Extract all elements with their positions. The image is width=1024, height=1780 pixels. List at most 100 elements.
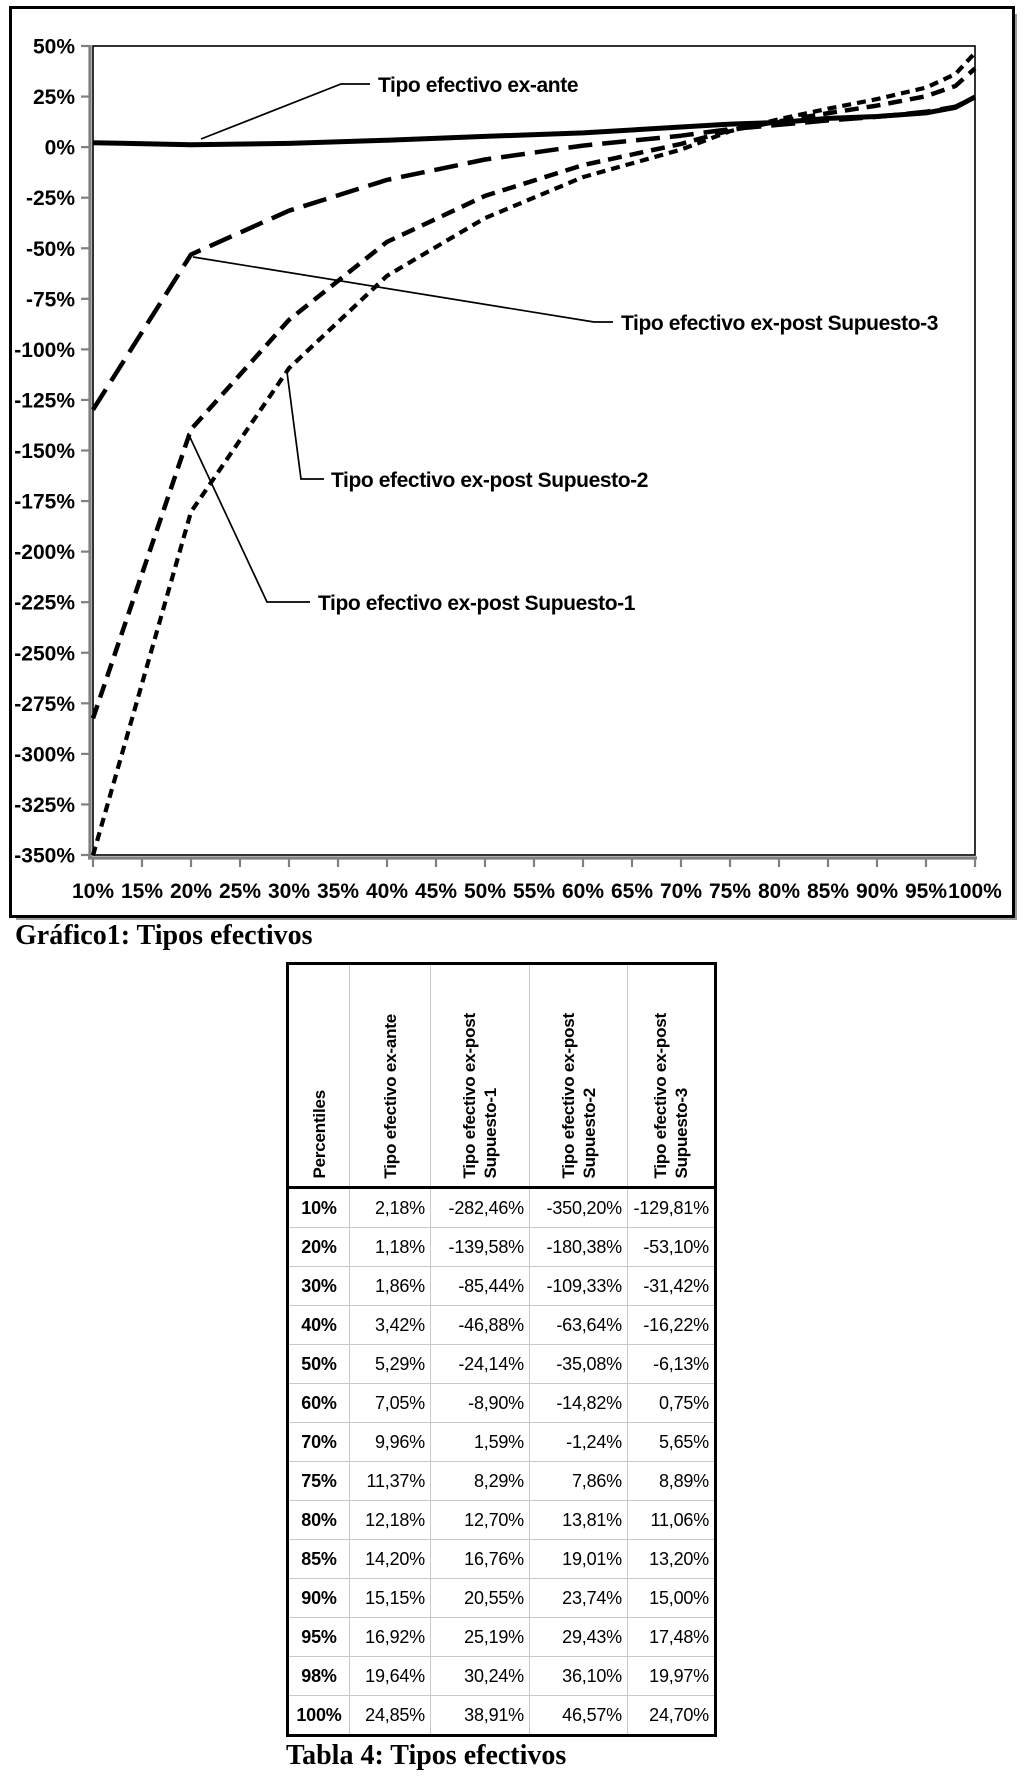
value-cell: -109,33%	[529, 1266, 628, 1306]
value-cell: -63,64%	[529, 1305, 628, 1345]
chart-caption: Gráfico1: Tipos efectivos	[15, 920, 313, 951]
table-row: 80% 12,18% 12,70% 13,81% 11,06%	[287, 1500, 716, 1540]
value-cell: 24,85%	[349, 1695, 431, 1736]
value-cell: 13,20%	[627, 1539, 716, 1579]
x-tick-label: 25%	[219, 880, 261, 903]
value-cell: -180,38%	[529, 1227, 628, 1267]
annotation-label: Tipo efectivo ex-post Supuesto-1	[318, 592, 636, 615]
x-tick-label: 10%	[72, 880, 114, 903]
y-tick-label: -275%	[14, 693, 75, 716]
y-tick-label: -125%	[14, 389, 75, 412]
value-cell: 24,70%	[627, 1695, 716, 1736]
table-row: 70% 9,96% 1,59% -1,24% 5,65%	[287, 1422, 716, 1462]
plot-border	[92, 45, 976, 856]
x-tick-label: 45%	[415, 880, 457, 903]
x-tick-label: 85%	[807, 880, 849, 903]
x-tick-label: 95%	[905, 880, 947, 903]
column-header-label: Tipo efectivo ex-post Supuesto-3	[651, 1013, 691, 1179]
percentile-cell: 75%	[287, 1461, 350, 1501]
value-cell: 19,97%	[627, 1656, 716, 1696]
y-tick-label: -100%	[14, 339, 75, 362]
value-cell: 38,91%	[430, 1695, 530, 1736]
value-cell: 9,96%	[349, 1422, 431, 1462]
value-cell: -8,90%	[430, 1383, 530, 1423]
percentile-cell: 100%	[287, 1695, 350, 1736]
table-row: 20% 1,18% -139,58% -180,38% -53,10%	[287, 1227, 716, 1267]
table-row: 98% 19,64% 30,24% 36,10% 19,97%	[287, 1656, 716, 1696]
y-tick-label: -25%	[26, 187, 75, 210]
value-cell: 0,75%	[627, 1383, 716, 1423]
value-cell: -129,81%	[627, 1187, 716, 1228]
table-header-row: Percentiles Tipo efectivo ex-ante Tipo efe…	[287, 963, 716, 1189]
value-cell: -85,44%	[430, 1266, 530, 1306]
value-cell: 30,24%	[430, 1656, 530, 1696]
value-cell: -16,22%	[627, 1305, 716, 1345]
x-tick-label: 80%	[758, 880, 800, 903]
table-row: 60% 7,05% -8,90% -14,82% 0,75%	[287, 1383, 716, 1423]
x-tick-label: 40%	[366, 880, 408, 903]
column-header-2: Tipo efectivo ex-post Supuesto-1	[430, 963, 530, 1189]
percentile-cell: 10%	[287, 1187, 350, 1228]
percentile-cell: 20%	[287, 1227, 350, 1267]
column-header-0: Percentiles	[287, 963, 350, 1189]
y-tick-label: -250%	[14, 642, 75, 665]
value-cell: 20,55%	[430, 1578, 530, 1618]
annotation-leader	[192, 256, 613, 323]
table-row: 40% 3,42% -46,88% -63,64% -16,22%	[287, 1305, 716, 1345]
y-tick-label: 0%	[45, 137, 76, 160]
annotation-label: Tipo efectivo ex-ante	[378, 74, 578, 97]
column-header-label: Percentiles	[309, 1090, 329, 1179]
y-tick-label: -75%	[26, 288, 75, 311]
value-cell: -282,46%	[430, 1187, 530, 1228]
annotation-label: Tipo efectivo ex-post Supuesto-2	[331, 469, 648, 492]
value-cell: 19,01%	[529, 1539, 628, 1579]
table-body: 10% 2,18% -282,46% -350,20% -129,81% 20% 1,18%…	[287, 1187, 716, 1736]
series-line-supuesto-3	[91, 95, 976, 411]
value-cell: 8,29%	[430, 1461, 530, 1501]
table-row: 95% 16,92% 25,19% 29,43% 17,48%	[287, 1617, 716, 1657]
table-row: 30% 1,86% -85,44% -109,33% -31,42%	[287, 1266, 716, 1306]
column-header-label: Tipo efectivo ex-ante	[380, 1014, 400, 1179]
column-header-4: Tipo efectivo ex-post Supuesto-3	[627, 963, 716, 1189]
value-cell: 12,70%	[430, 1500, 530, 1540]
series-line-supuesto-2	[90, 51, 977, 856]
value-cell: 1,59%	[430, 1422, 530, 1462]
x-tick-label: 65%	[611, 880, 653, 903]
x-tick-label: 90%	[856, 880, 898, 903]
value-cell: 13,81%	[529, 1500, 628, 1540]
column-header-1: Tipo efectivo ex-ante	[349, 963, 431, 1189]
value-cell: 1,18%	[349, 1227, 431, 1267]
y-tick-label: -150%	[14, 440, 75, 463]
table-row: 75% 11,37% 8,29% 7,86% 8,89%	[287, 1461, 716, 1501]
value-cell: 8,89%	[627, 1461, 716, 1501]
value-cell: 7,86%	[529, 1461, 628, 1501]
y-tick-label: -50%	[26, 238, 75, 261]
percentile-cell: 90%	[287, 1578, 350, 1618]
x-tick-label: 75%	[709, 880, 751, 903]
y-tick-label: -325%	[14, 794, 75, 817]
value-cell: 23,74%	[529, 1578, 628, 1618]
column-header-label: Tipo efectivo ex-post Supuesto-2	[558, 1013, 599, 1179]
value-cell: 2,18%	[349, 1187, 431, 1228]
annotation-leader	[286, 371, 324, 480]
y-tick-label: 50%	[33, 36, 75, 59]
value-cell: 36,10%	[529, 1656, 628, 1696]
tipos-efectivos-table: Percentiles Tipo efectivo ex-ante Tipo efe…	[286, 962, 717, 1737]
percentile-cell: 95%	[287, 1617, 350, 1657]
y-tick-label: -200%	[14, 541, 75, 564]
y-tick-label: 25%	[33, 86, 75, 109]
percentile-cell: 40%	[287, 1305, 350, 1345]
table-row: 90% 15,15% 20,55% 23,74% 15,00%	[287, 1578, 716, 1618]
x-tick-label: 35%	[317, 880, 359, 903]
value-cell: 3,42%	[349, 1305, 431, 1345]
value-cell: -1,24%	[529, 1422, 628, 1462]
y-tick-label: -300%	[14, 743, 75, 766]
x-tick-label: 50%	[464, 880, 506, 903]
percentile-cell: 70%	[287, 1422, 350, 1462]
y-tick-label: -350%	[14, 845, 75, 868]
x-tick-label: 15%	[121, 880, 163, 903]
table-row: 10% 2,18% -282,46% -350,20% -129,81%	[287, 1187, 716, 1228]
percentile-cell: 60%	[287, 1383, 350, 1423]
value-cell: 14,20%	[349, 1539, 431, 1579]
